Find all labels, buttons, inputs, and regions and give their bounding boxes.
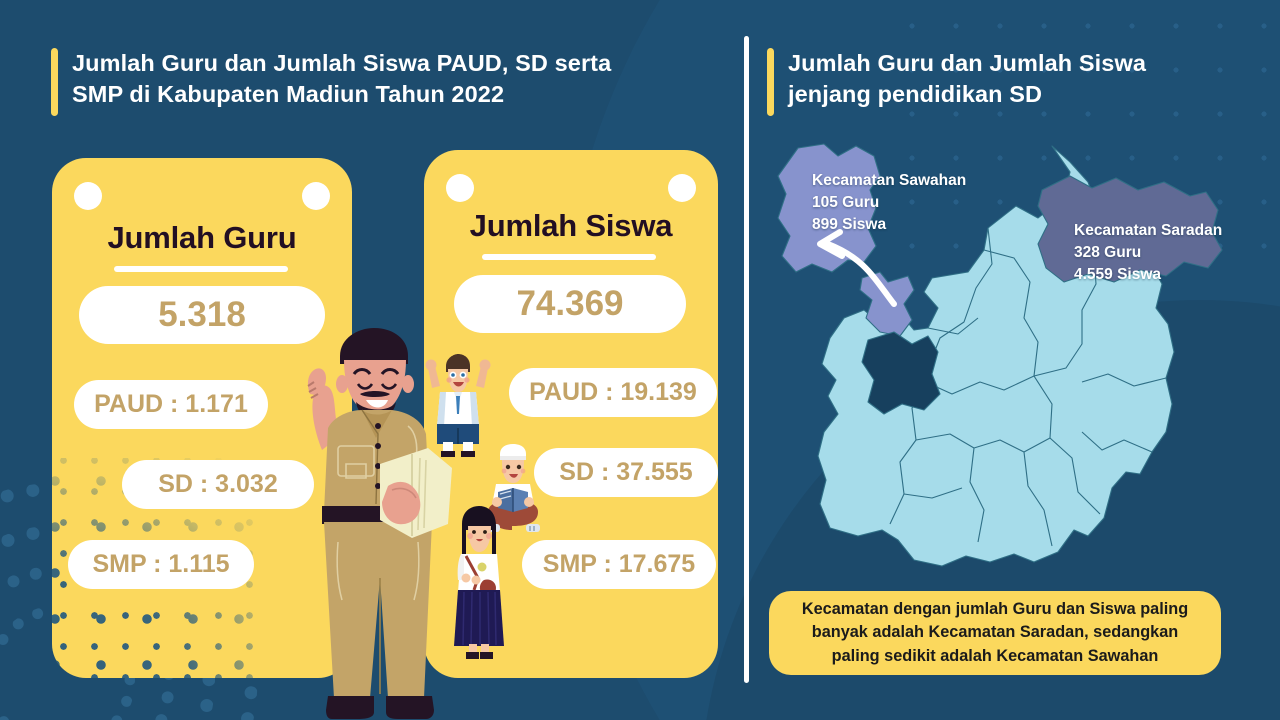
card-title-underline: [482, 254, 656, 260]
map-kabupaten-madiun[interactable]: Kecamatan Sawahan 105 Guru 899 Siswa Kec…: [752, 132, 1258, 582]
guru-total-value: 5.318: [79, 286, 325, 344]
siswa-total-value: 74.369: [454, 275, 686, 333]
card-punch-hole-right: [668, 174, 696, 202]
left-panel-title: Jumlah Guru dan Jumlah Siswa PAUD, SD se…: [51, 48, 611, 116]
left-panel-title-text: Jumlah Guru dan Jumlah Siswa PAUD, SD se…: [72, 50, 612, 108]
stat-card-jumlah-guru: Jumlah Guru 5.318 PAUD : 1.171 SD : 3.03…: [52, 158, 352, 678]
panel-divider: [744, 36, 749, 683]
card-title-underline: [114, 266, 288, 272]
guru-paud-value: PAUD : 1.171: [74, 380, 268, 429]
title-accent-bar: [767, 48, 774, 116]
map-label-sawahan: Kecamatan Sawahan 105 Guru 899 Siswa: [812, 172, 967, 233]
card-punch-hole-right: [302, 182, 330, 210]
right-panel-title-text: Jumlah Guru dan Jumlah Siswa jenjang pen…: [788, 50, 1146, 108]
student-boy-illustration: [424, 352, 492, 460]
map-label-saradan: Kecamatan Saradan 328 Guru 4.559 Siswa: [1074, 222, 1223, 283]
guru-sd-value: SD : 3.032: [122, 460, 314, 509]
card-title-siswa: Jumlah Siswa: [469, 208, 673, 243]
guru-smp-value: SMP : 1.115: [68, 540, 254, 589]
right-panel-title: Jumlah Guru dan Jumlah Siswa jenjang pen…: [767, 48, 1146, 116]
card-title-guru: Jumlah Guru: [107, 220, 297, 255]
siswa-paud-value: PAUD : 19.139: [509, 368, 717, 417]
siswa-sd-value: SD : 37.555: [534, 448, 718, 497]
card-punch-hole-left: [446, 174, 474, 202]
student-reading-illustration: [478, 442, 548, 538]
map-caption-box: Kecamatan dengan jumlah Guru dan Siswa p…: [769, 591, 1221, 675]
map-caption-text: Kecamatan dengan jumlah Guru dan Siswa p…: [801, 600, 1189, 665]
siswa-smp-value: SMP : 17.675: [522, 540, 716, 589]
title-accent-bar: [51, 48, 58, 116]
card-punch-hole-left: [74, 182, 102, 210]
student-girl-illustration: [448, 504, 510, 664]
teacher-illustration: [262, 298, 462, 720]
